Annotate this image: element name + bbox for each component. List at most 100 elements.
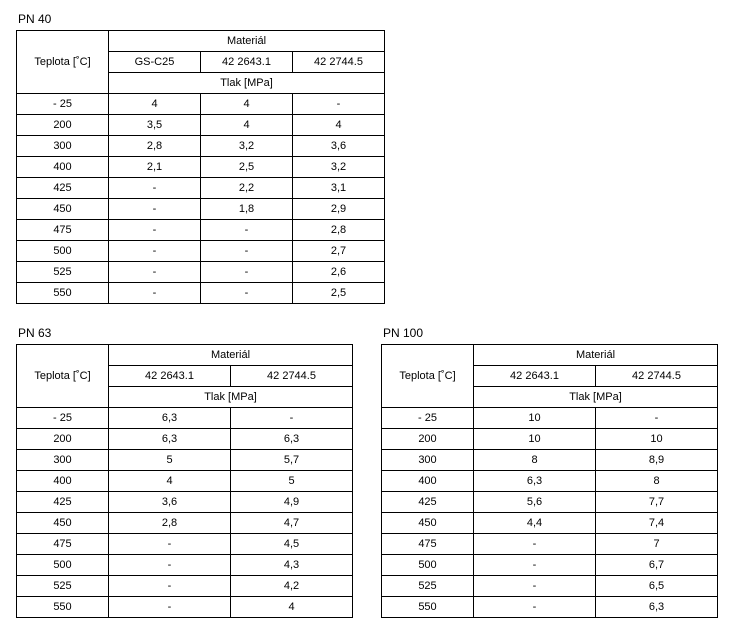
table-row: 525--2,6 xyxy=(17,262,385,283)
col-tlak: Tlak [MPa] xyxy=(474,387,718,408)
cell-value-2: 2,8 xyxy=(293,220,385,241)
cell-teplota: 550 xyxy=(382,597,474,618)
cell-value-1: 2,2 xyxy=(201,178,293,199)
cell-teplota: 450 xyxy=(17,199,109,220)
table-pn63: Teplota [˚C]Materiál42 2643.142 2744.5Tl… xyxy=(16,344,353,618)
cell-value-0: 4 xyxy=(109,94,201,115)
cell-value-0: - xyxy=(109,262,201,283)
table-row: 425-2,23,1 xyxy=(17,178,385,199)
table-row: 4502,84,7 xyxy=(17,513,353,534)
cell-value-0: 4 xyxy=(109,471,231,492)
cell-teplota: 550 xyxy=(17,283,109,304)
cell-value-1: 5,7 xyxy=(231,450,353,471)
cell-value-1: 4 xyxy=(231,597,353,618)
col-material-0: GS-C25 xyxy=(109,52,201,73)
cell-value-1: 6,7 xyxy=(596,555,718,576)
cell-value-1: 7,7 xyxy=(596,492,718,513)
cell-value-0: 6,3 xyxy=(474,471,596,492)
cell-value-1: 8,9 xyxy=(596,450,718,471)
cell-teplota: 525 xyxy=(17,576,109,597)
col-material-0: 42 2643.1 xyxy=(109,366,231,387)
table-row: 4504,47,4 xyxy=(382,513,718,534)
cell-teplota: 500 xyxy=(17,555,109,576)
cell-value-1: - xyxy=(201,283,293,304)
cell-value-0: 10 xyxy=(474,429,596,450)
row-pn63-pn100: PN 63 Teplota [˚C]Materiál42 2643.142 27… xyxy=(16,326,734,618)
table-row: 4002,12,53,2 xyxy=(17,157,385,178)
col-material-2: 42 2744.5 xyxy=(293,52,385,73)
table-row: - 2510- xyxy=(382,408,718,429)
table-row: 475--2,8 xyxy=(17,220,385,241)
cell-value-0: 3,6 xyxy=(109,492,231,513)
cell-teplota: 425 xyxy=(17,178,109,199)
cell-value-0: 2,8 xyxy=(109,513,231,534)
cell-value-0: - xyxy=(109,555,231,576)
cell-value-1: 2,5 xyxy=(201,157,293,178)
cell-teplota: 500 xyxy=(382,555,474,576)
cell-teplota: 450 xyxy=(382,513,474,534)
cell-teplota: 200 xyxy=(382,429,474,450)
cell-teplota: 525 xyxy=(382,576,474,597)
cell-value-2: 4 xyxy=(293,115,385,136)
table-pn100: Teplota [˚C]Materiál42 2643.142 2744.5Tl… xyxy=(381,344,718,618)
table-row: 550--2,5 xyxy=(17,283,385,304)
cell-value-0: 10 xyxy=(474,408,596,429)
cell-teplota: - 25 xyxy=(17,94,109,115)
cell-value-0: 6,3 xyxy=(109,408,231,429)
cell-value-1: - xyxy=(231,408,353,429)
cell-teplota: 475 xyxy=(17,220,109,241)
table-row: 550-4 xyxy=(17,597,353,618)
cell-teplota: 300 xyxy=(17,136,109,157)
cell-value-1: 7 xyxy=(596,534,718,555)
cell-value-0: - xyxy=(474,597,596,618)
cell-value-0: - xyxy=(474,534,596,555)
cell-value-1: - xyxy=(201,241,293,262)
table-row: 3002,83,23,6 xyxy=(17,136,385,157)
cell-teplota: 475 xyxy=(382,534,474,555)
table-pn40-title: PN 40 xyxy=(18,12,385,26)
col-teplota: Teplota [˚C] xyxy=(17,31,109,94)
table-row: 30088,9 xyxy=(382,450,718,471)
cell-value-0: 5,6 xyxy=(474,492,596,513)
table-row: 475-4,5 xyxy=(17,534,353,555)
cell-value-0: - xyxy=(474,555,596,576)
table-pn100-title: PN 100 xyxy=(383,326,718,340)
cell-value-1: 4 xyxy=(201,115,293,136)
cell-value-0: - xyxy=(109,178,201,199)
cell-value-1: 4,5 xyxy=(231,534,353,555)
table-row: 550-6,3 xyxy=(382,597,718,618)
col-material: Materiál xyxy=(109,31,385,52)
cell-teplota: - 25 xyxy=(17,408,109,429)
table-row: 2001010 xyxy=(382,429,718,450)
cell-teplota: 400 xyxy=(17,471,109,492)
cell-value-0: - xyxy=(109,199,201,220)
cell-teplota: 425 xyxy=(17,492,109,513)
cell-teplota: 200 xyxy=(17,115,109,136)
cell-value-0: 3,5 xyxy=(109,115,201,136)
col-material: Materiál xyxy=(474,345,718,366)
table-row: 4255,67,7 xyxy=(382,492,718,513)
cell-teplota: 300 xyxy=(382,450,474,471)
cell-teplota: 300 xyxy=(17,450,109,471)
table-row: 500-4,3 xyxy=(17,555,353,576)
cell-value-0: 8 xyxy=(474,450,596,471)
cell-value-0: - xyxy=(109,576,231,597)
table-row: 450-1,82,9 xyxy=(17,199,385,220)
cell-value-1: 4,9 xyxy=(231,492,353,513)
col-tlak: Tlak [MPa] xyxy=(109,387,353,408)
cell-value-1: 4,3 xyxy=(231,555,353,576)
cell-value-0: 2,1 xyxy=(109,157,201,178)
cell-value-2: - xyxy=(293,94,385,115)
table-row: 2006,36,3 xyxy=(17,429,353,450)
cell-value-0: 4,4 xyxy=(474,513,596,534)
col-material-1: 42 2744.5 xyxy=(596,366,718,387)
cell-value-0: - xyxy=(109,283,201,304)
col-material-0: 42 2643.1 xyxy=(474,366,596,387)
table-pn63-block: PN 63 Teplota [˚C]Materiál42 2643.142 27… xyxy=(16,326,353,618)
cell-value-1: 6,3 xyxy=(596,597,718,618)
table-row: 525-4,2 xyxy=(17,576,353,597)
cell-value-2: 2,9 xyxy=(293,199,385,220)
cell-teplota: 500 xyxy=(17,241,109,262)
cell-value-1: - xyxy=(596,408,718,429)
cell-value-0: - xyxy=(109,220,201,241)
